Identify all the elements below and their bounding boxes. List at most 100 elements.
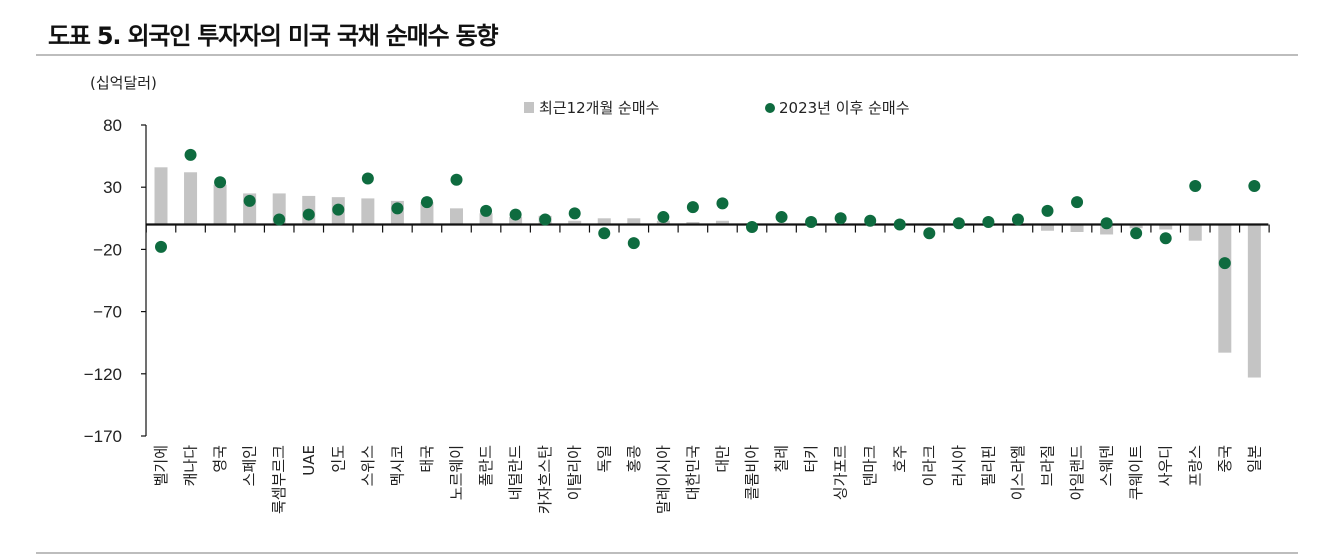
bar	[184, 172, 198, 225]
scatter-point	[923, 227, 936, 240]
bar	[509, 217, 523, 225]
legend-bar-swatch	[524, 102, 534, 113]
x-category-label: 콜롬비아	[743, 445, 761, 500]
x-category-label: 스웨덴	[1098, 445, 1116, 486]
scatter-point	[834, 212, 847, 225]
scatter-point	[716, 197, 729, 210]
scatter-point	[864, 214, 877, 227]
scatter-point	[686, 201, 699, 214]
x-category-label: 대한민국	[684, 445, 702, 500]
scatter-point	[1130, 227, 1143, 240]
scatter-point	[480, 204, 493, 217]
bar	[361, 198, 375, 225]
scatter-point	[952, 217, 965, 230]
scatter-point	[361, 172, 374, 185]
x-category-label: 브라질	[1039, 445, 1057, 486]
x-category-label: 중국	[1216, 445, 1234, 473]
scatter-point	[1159, 232, 1172, 245]
x-category-label: 대만	[713, 445, 731, 473]
y-tick-label: −20	[93, 240, 122, 259]
scatter-point	[420, 196, 433, 209]
x-category-label: 멕시코	[388, 445, 406, 486]
scatter-point	[273, 213, 286, 226]
x-category-label: 태국	[418, 445, 436, 473]
y-tick-label: 30	[103, 178, 122, 197]
scatter-point	[1248, 179, 1261, 192]
scatter-point	[214, 176, 227, 189]
scatter-point	[805, 216, 818, 229]
bar	[715, 220, 729, 225]
x-category-label: 사우디	[1157, 445, 1175, 486]
scatter-point	[568, 207, 581, 220]
scatter-point	[450, 173, 463, 186]
x-category-label: 말레이시아	[654, 445, 672, 514]
legend-bar-label: 최근12개월 순매수	[539, 99, 659, 117]
x-category-label: 러시아	[950, 445, 968, 487]
bar	[1070, 224, 1084, 232]
legend-dot-swatch	[765, 103, 775, 113]
x-category-label: 쿠웨이트	[1127, 445, 1145, 500]
x-category-label: 필리핀	[979, 445, 997, 486]
x-category-label: 벨기에	[152, 445, 170, 486]
bar	[1129, 224, 1143, 229]
y-tick-label: −70	[93, 303, 122, 322]
scatter-point	[184, 148, 197, 161]
bar	[213, 184, 227, 225]
y-tick-label: 80	[103, 116, 122, 135]
scatter-point	[1218, 257, 1231, 270]
y-tick-label: −120	[84, 365, 122, 384]
x-category-label: 아일랜드	[1068, 445, 1086, 500]
bar	[1159, 224, 1173, 230]
legend-dot-label: 2023년 이후 순매수	[779, 99, 910, 117]
scatter-point	[775, 211, 788, 224]
bar	[479, 213, 493, 225]
chart-title: 도표 5. 외국인 투자자의 미국 국채 순매수 동향	[48, 22, 499, 50]
bar	[686, 222, 700, 225]
scatter-point	[1071, 196, 1084, 209]
bar	[1100, 224, 1114, 235]
y-unit-label: (십억달러)	[90, 74, 157, 92]
x-category-label: 폴란드	[477, 445, 495, 487]
x-category-label: 스페인	[241, 445, 259, 486]
y-tick-label: −170	[84, 427, 122, 446]
x-category-label: 스위스	[359, 445, 377, 487]
x-category-label: 덴마크	[861, 445, 879, 486]
bar	[450, 208, 463, 225]
bar	[1218, 224, 1232, 353]
bar	[154, 167, 168, 225]
x-category-label: 네덜란드	[507, 445, 525, 500]
x-category-label: 인도	[329, 445, 347, 473]
scatter-point	[1011, 213, 1024, 226]
scatter-point	[332, 203, 345, 216]
scatter-point	[627, 237, 640, 250]
x-category-label: 카자흐스탄	[536, 445, 554, 514]
x-category-label: 프랑스	[1186, 445, 1204, 487]
bar	[1247, 224, 1261, 378]
scatter-point	[746, 221, 758, 234]
x-category-label: 룩셈부르크	[270, 445, 288, 514]
scatter-point	[1100, 217, 1113, 230]
x-category-label: 영국	[211, 445, 229, 473]
x-category-label: 싱가포르	[832, 445, 850, 500]
scatter-point	[982, 216, 995, 229]
x-category-label: 일본	[1245, 445, 1263, 473]
bar	[568, 220, 582, 225]
x-category-label: 터키	[802, 445, 820, 473]
scatter-point	[243, 194, 256, 207]
bar	[597, 218, 611, 225]
x-category-label: 칠레	[773, 445, 791, 473]
scatter-point	[598, 227, 611, 240]
x-category-label: 호주	[891, 445, 909, 473]
scatter-point	[539, 213, 552, 226]
x-category-label: 홍콩	[625, 445, 643, 473]
scatter-point	[509, 208, 522, 221]
scatter-point	[1041, 204, 1054, 217]
x-category-label: 독일	[595, 445, 613, 473]
scatter-point	[893, 218, 906, 231]
x-category-label: 노르웨이	[448, 445, 466, 500]
x-category-label: 이탈리아	[566, 445, 584, 500]
x-category-label: 이라크	[920, 445, 938, 486]
scatter-point	[657, 211, 670, 224]
scatter-point	[1189, 179, 1202, 192]
